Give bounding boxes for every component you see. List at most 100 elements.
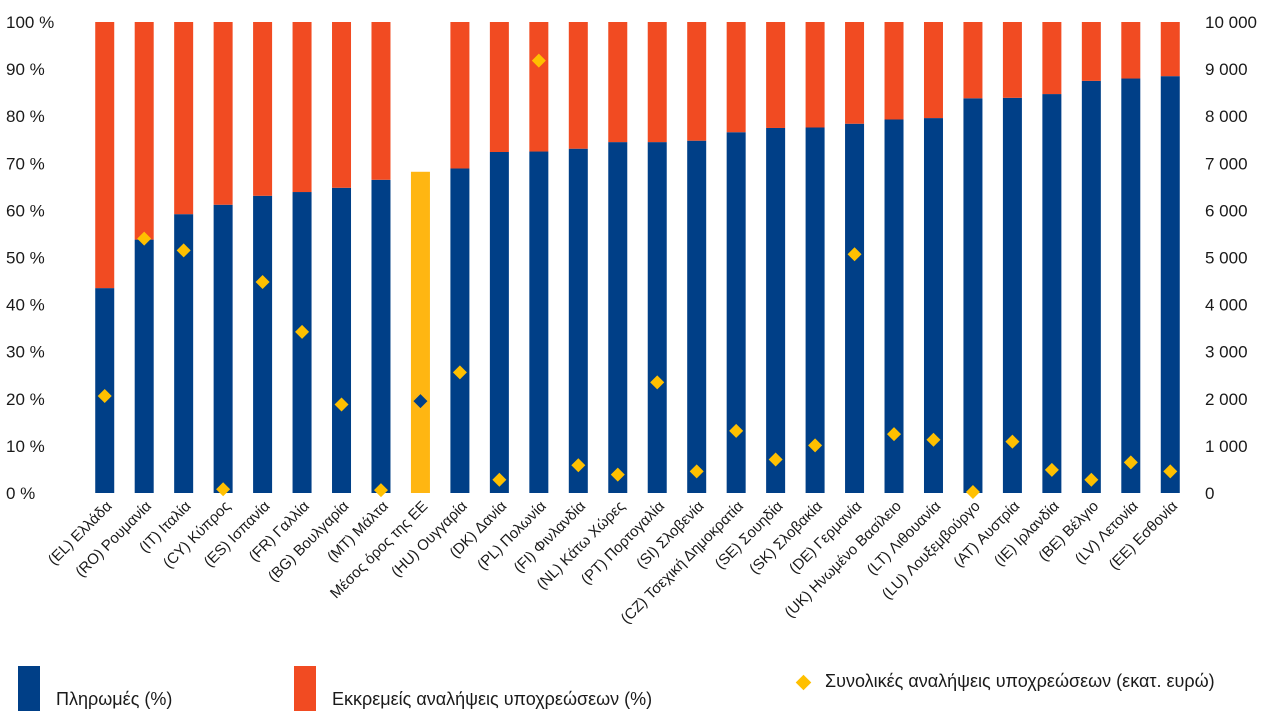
y-left-tick-label: 30 % [6,343,45,362]
bar-payments [884,119,904,493]
y-left-tick-label: 40 % [6,296,45,315]
bar-pending [332,22,352,188]
bar-pending [1002,22,1022,98]
bar-pending [608,22,628,143]
y-right-tick-label: 3 000 [1205,343,1248,362]
bar-pending [450,22,470,169]
marker-total-commitments [808,438,823,453]
bar-payments [253,195,273,493]
bar-payments [963,98,983,493]
marker-total-commitments [729,423,744,438]
bar-pending [174,22,194,215]
bar-payments [1160,76,1180,493]
bar-pending [95,22,115,289]
bar-pending [371,22,391,180]
marker-total-commitments [373,483,388,498]
y-right-tick-label: 5 000 [1205,249,1248,268]
marker-total-commitments [610,467,625,482]
marker-total-commitments [413,394,428,409]
marker-total-commitments [216,482,231,497]
legend-item-total: Συνολικές αναλήψεις υποχρεώσεων (εκατ. ε… [792,661,1215,711]
y-left-tick-label: 80 % [6,107,45,126]
y-right-tick-label: 9 000 [1205,60,1248,79]
legend-label-payments: Πληρωμές (%) [56,689,173,709]
y-right-tick-label: 7 000 [1205,154,1248,173]
stacked-bar-chart: 0 % 10 % 20 % 30 % 40 % 50 % 60 % 70 % 80 % 90 % 1… [6,13,1257,627]
bar-pending [963,22,983,99]
y-right-tick-label: 6 000 [1205,201,1248,220]
bar-pending [1042,22,1062,95]
bar-pending [213,22,233,205]
bar-payments [805,127,825,493]
marker-total-commitments [531,53,546,68]
marker-total-commitments [334,397,349,412]
marker-total-commitments [650,375,665,390]
marker-total-commitments [1084,472,1099,487]
y-left-tick-label: 100 % [6,13,54,32]
bar-payments [134,239,154,493]
bar-payments [687,140,707,493]
bar-payments [332,187,352,494]
bar-payments [1042,94,1062,494]
legend-label-pending: Εκκρεμείς αναλήψεις υποχρεώσεων (%) [332,689,653,709]
legend-item-pending: Εκκρεμείς αναλήψεις υποχρεώσεων (%) [294,661,652,711]
bar-payments [1121,78,1141,494]
legend-item-payments: Πληρωμές (%) [18,661,172,711]
y-left-tick-label: 50 % [6,249,45,268]
bar-eu-average [410,171,430,493]
marker-total-commitments [571,458,586,473]
bar-payments [1002,97,1022,494]
legend-swatch-pending [294,666,316,711]
bar-payments [568,148,588,493]
marker-total-commitments [255,274,270,289]
legend-label-total: Συνολικές αναλήψεις υποχρεώσεων (εκατ. ε… [825,671,1215,691]
marker-total-commitments [689,464,704,479]
bar-pending [568,22,588,149]
marker-total-commitments [1044,462,1059,477]
bar-payments [1081,80,1101,493]
marker-total-commitments [1005,434,1020,449]
y-left-tick-label: 90 % [6,60,45,79]
bar-pending [1081,22,1101,81]
bar-payments [213,204,233,494]
legend-swatch-payments [18,666,40,711]
bar-payments [726,132,746,494]
bar-pending [923,22,943,119]
marker-total-commitments [452,365,467,380]
y-right-tick-label: 1 000 [1205,437,1248,456]
bar-pending [647,22,667,143]
bar-payments [174,214,194,493]
y-right-tick-label: 2 000 [1205,390,1248,409]
bar-pending [687,22,707,141]
y-left-tick-label: 20 % [6,390,45,409]
marker-total-commitments [887,427,902,442]
marker-total-commitments [1163,464,1178,479]
legend-marker-total [795,674,812,691]
bar-payments [489,151,509,493]
bar-pending [292,22,312,193]
bar-pending [805,22,825,128]
bar-pending [1160,22,1180,77]
bar-payments [845,123,865,494]
y-left-tick-label: 70 % [6,154,45,173]
bar-pending [529,22,549,152]
bar-payments [608,142,628,494]
bar-payments [529,151,549,493]
marker-total-commitments [768,452,783,467]
bar-pending [1121,22,1141,79]
bar-pending [766,22,786,128]
bar-pending [489,22,509,152]
y-left-tick-label: 60 % [6,201,45,220]
bar-payments [292,192,312,493]
marker-total-commitments [1123,455,1138,470]
bar-pending [253,22,273,196]
bar-payments [647,142,667,494]
bar-payments [450,168,470,493]
y-right-tick-label: 0 [1205,484,1214,503]
bar-pending [726,22,746,133]
marker-total-commitments [965,485,980,500]
bar-pending [845,22,865,124]
marker-total-commitments [97,388,112,403]
bar-payments [766,127,786,493]
y-right-tick-label: 4 000 [1205,296,1248,315]
